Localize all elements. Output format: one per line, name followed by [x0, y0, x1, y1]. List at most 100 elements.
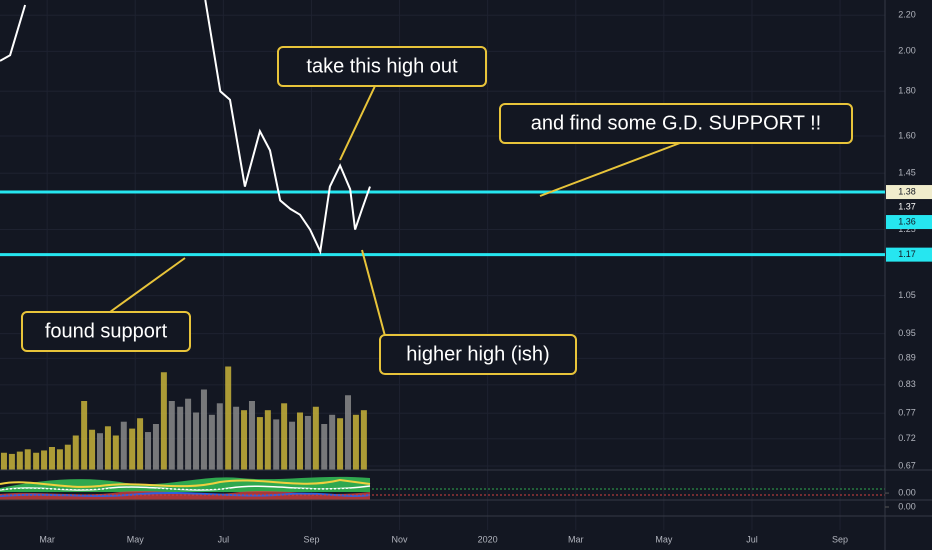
y-tick-label: 1.80 [898, 86, 916, 96]
callout-line [539, 142, 681, 197]
x-tick-label: Jul [746, 534, 758, 544]
volume-bar [216, 403, 223, 470]
volume-bar [152, 424, 159, 470]
volume-bar [241, 410, 248, 470]
volume-bar [225, 366, 232, 470]
volume-bar [256, 417, 263, 470]
volume-bar [145, 432, 152, 470]
x-tick-label: Mar [39, 534, 55, 544]
volume-bar [89, 429, 96, 470]
volume [0, 366, 367, 470]
volume-bar [193, 412, 200, 470]
wave-red [0, 491, 370, 500]
volume-bar [345, 395, 352, 470]
x-tick-label: 2020 [478, 534, 498, 544]
volume-bar [321, 424, 328, 470]
axes: Mar May Jul Sep Nov 2020 Mar May Jul Sep 2.20 2.00 1… [39, 10, 932, 544]
volume-bar [64, 444, 71, 470]
price-pane [0, 0, 885, 257]
volume-bar [281, 403, 288, 470]
annotation-text: take this high out [306, 55, 458, 77]
x-tick-label: Sep [832, 534, 848, 544]
price-tag-label: 1.37 [898, 201, 916, 211]
volume-bar [48, 447, 55, 470]
x-tick-label: May [655, 534, 673, 544]
volume-bar [264, 410, 271, 470]
volume-bar [81, 401, 88, 470]
volume-bar [129, 428, 136, 470]
y-tick-label: 2.00 [898, 46, 916, 56]
volume-bar [337, 418, 344, 470]
annotation: found support [21, 257, 191, 352]
y-tick-label: 1.45 [898, 168, 916, 178]
y-tick-label: 0.83 [898, 379, 916, 389]
y-tick-label: 1.05 [898, 290, 916, 300]
callout-line [339, 85, 376, 161]
wave-blue [0, 491, 371, 497]
volume-bar [137, 418, 144, 470]
volume-bar [296, 412, 303, 470]
y-tick-label: 0.67 [898, 460, 916, 470]
annotation-text: higher high (ish) [406, 343, 549, 365]
volume-bar [289, 421, 296, 470]
annotation-text: and find some G.D. SUPPORT !! [531, 112, 822, 134]
y-tick-label: 0.72 [898, 433, 916, 443]
wave-yellow [0, 478, 371, 488]
volume-bar [273, 419, 280, 470]
volume-bar [160, 372, 167, 470]
x-tick-label: May [127, 534, 145, 544]
indicator-waves [0, 476, 885, 500]
volume-bar [56, 449, 63, 470]
callout-box [21, 311, 191, 352]
x-tick-label: Mar [568, 534, 584, 544]
volume-bar [200, 389, 207, 470]
annotation-text: found support [45, 320, 168, 342]
price-tag [886, 215, 932, 230]
volume-bar [96, 433, 103, 470]
y-tick-label: 2.20 [898, 10, 916, 20]
callout-line [109, 257, 186, 313]
price-tag-label: 1.17 [898, 249, 916, 259]
y-tick-label: 0.00 [898, 487, 916, 497]
callout-box [277, 46, 487, 87]
volume-bar [304, 415, 311, 470]
volume-bar [312, 406, 319, 470]
volume-bar [168, 401, 175, 470]
volume-bar [16, 451, 23, 470]
y-tick-label: 1.60 [898, 130, 916, 140]
volume-bar [360, 410, 367, 470]
volume-bar [208, 414, 215, 470]
price-tag [886, 247, 932, 262]
volume-bar [24, 449, 31, 470]
y-tick-label: 0.89 [898, 353, 916, 363]
wave-green [0, 476, 370, 492]
price-line [0, 0, 371, 255]
volume-bar [329, 414, 336, 470]
x-tick-label: Jul [218, 534, 230, 544]
volume-bar [120, 421, 127, 470]
volume-bar [233, 406, 240, 470]
volume-bar [33, 452, 40, 470]
x-tick-label: Sep [303, 534, 319, 544]
price-tag-label: 1.36 [898, 216, 916, 226]
volume-bar [104, 426, 111, 470]
callout-box [499, 103, 853, 144]
annotation: take this high out [277, 46, 487, 161]
annotation: and find some G.D. SUPPORT !! [499, 103, 853, 197]
annotation: higher high (ish) [361, 249, 577, 375]
volume-bar [177, 406, 184, 470]
volume-bar [41, 450, 48, 470]
volume-bar [72, 435, 79, 470]
price-tag-label: 1.38 [898, 186, 916, 196]
volume-bar [8, 453, 15, 470]
grid [0, 0, 885, 530]
volume-bar [248, 401, 255, 470]
volume-bar [185, 398, 192, 470]
volume-bar [112, 435, 119, 470]
volume-bar [0, 452, 7, 470]
volume-bar [352, 414, 359, 470]
x-tick-label: Nov [392, 534, 409, 544]
price-tag [886, 200, 932, 215]
price-tag [886, 185, 932, 200]
